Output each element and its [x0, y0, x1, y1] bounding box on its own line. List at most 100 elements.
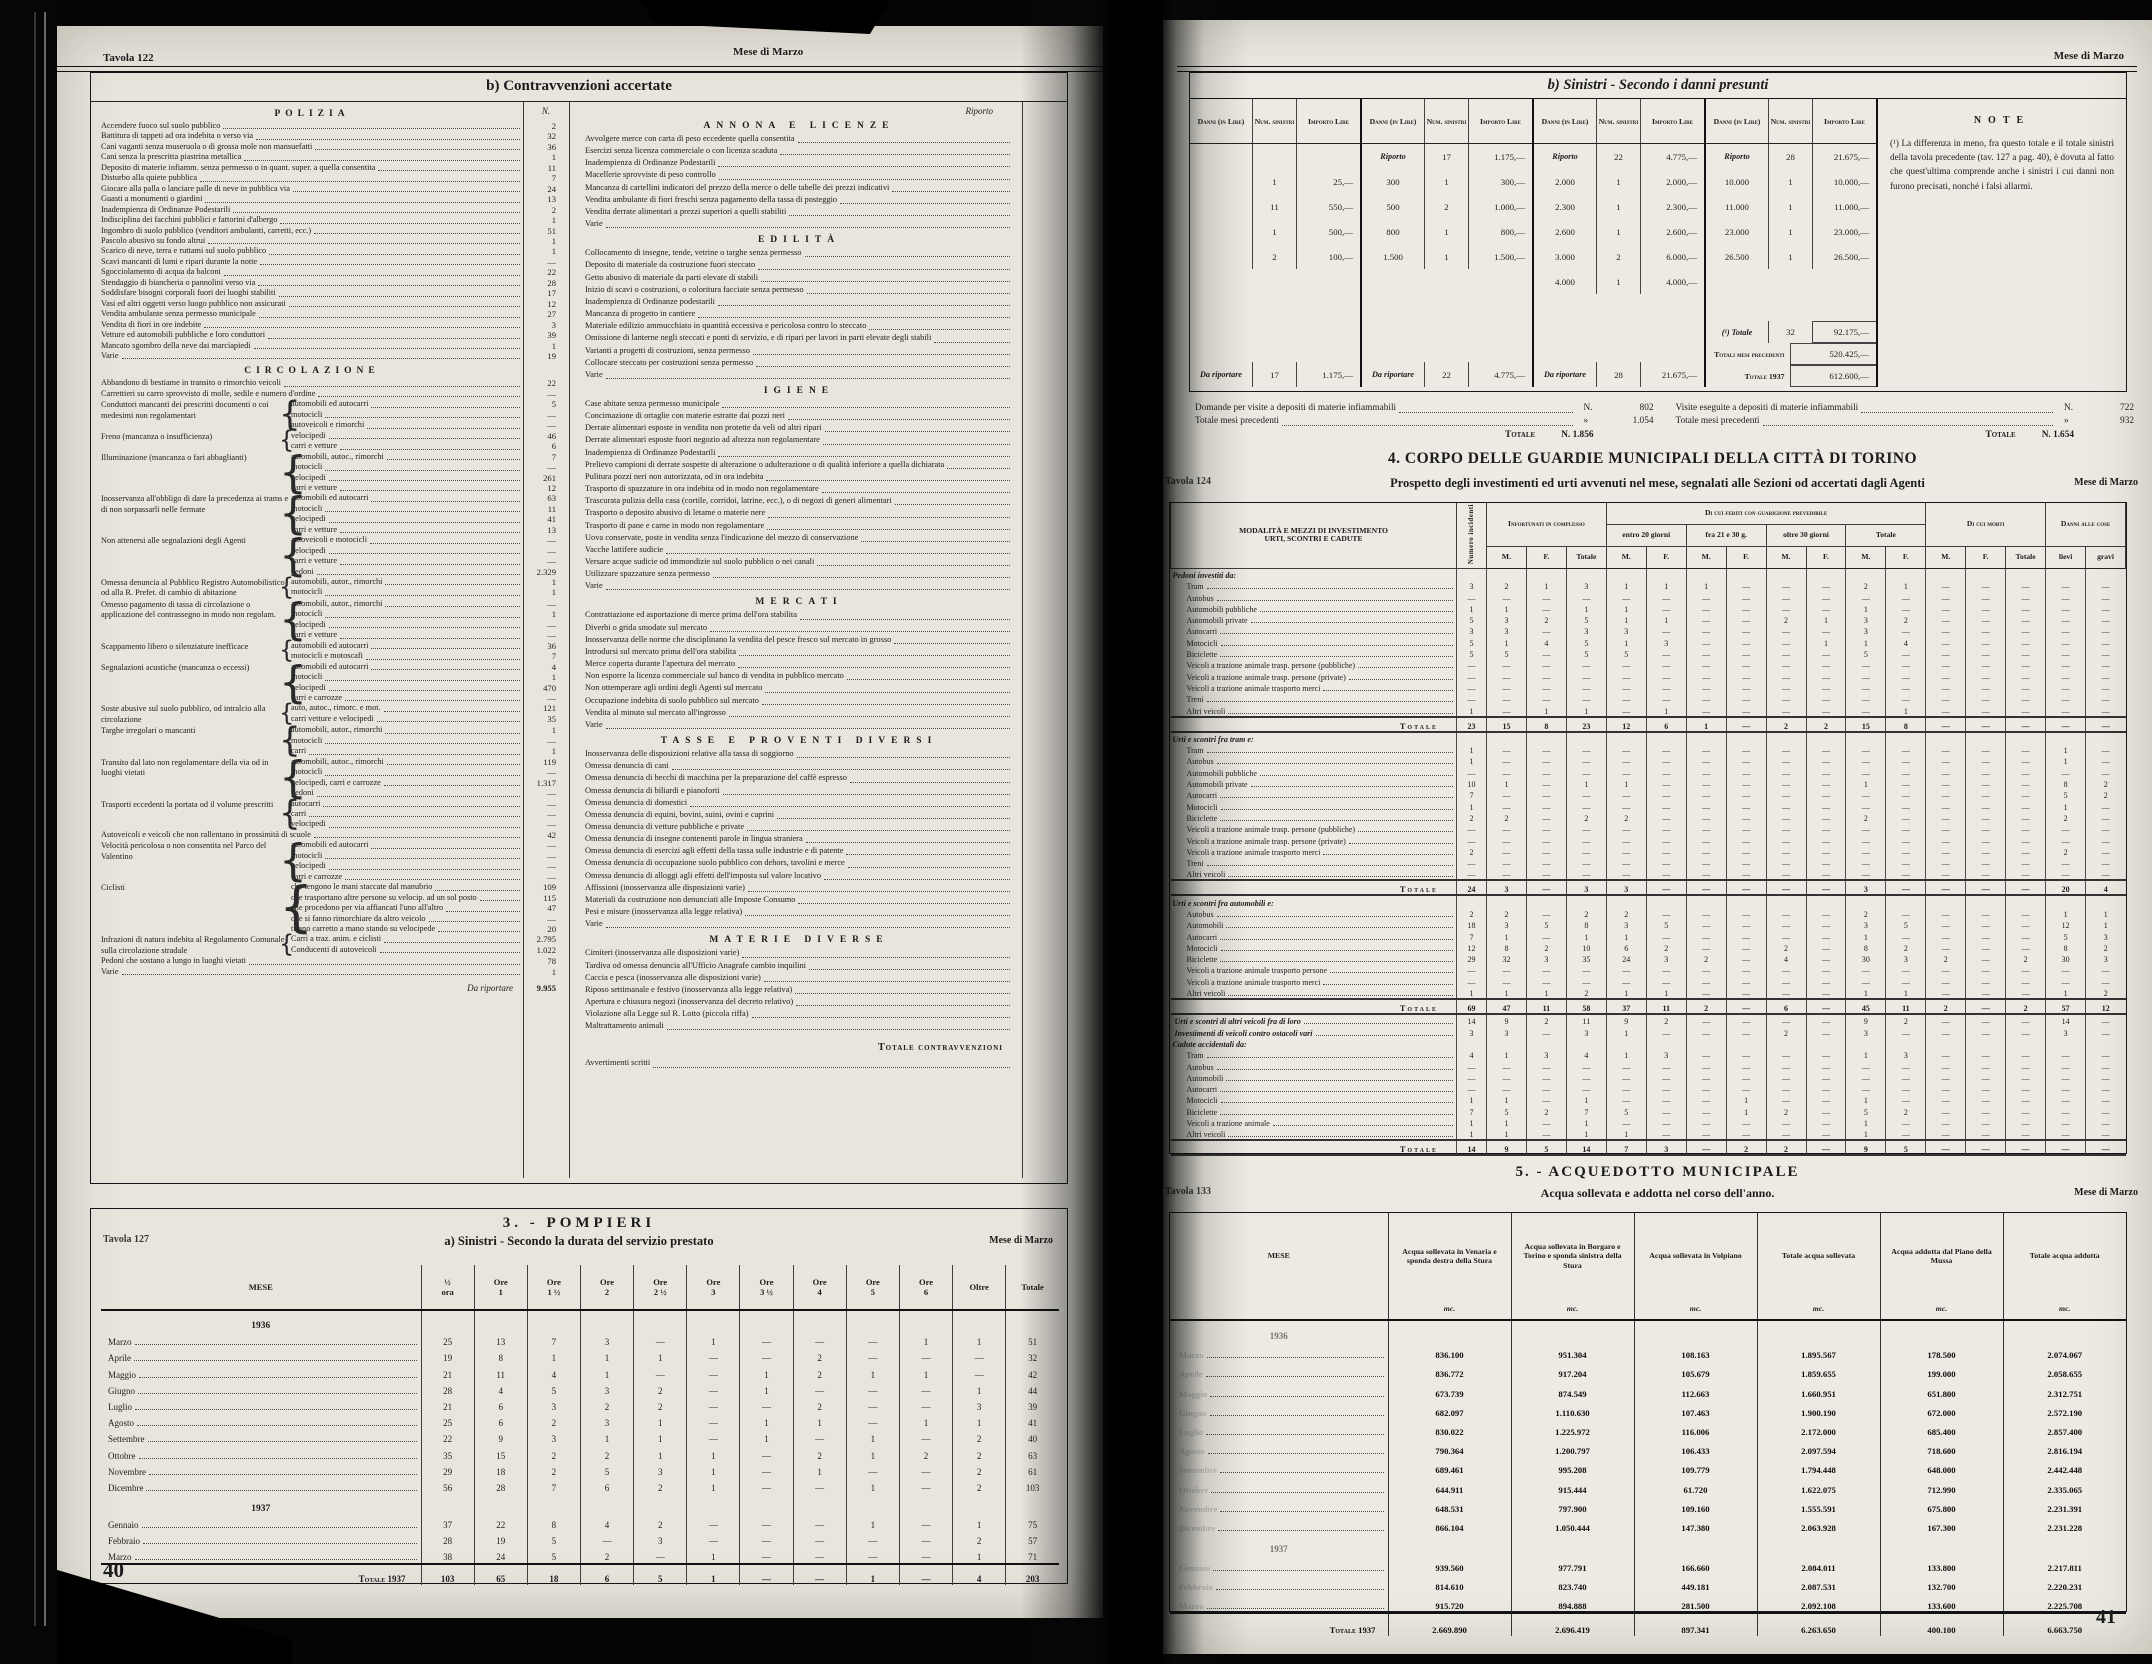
cell: — [1965, 845, 2006, 857]
cell: — [1645, 1128, 1687, 1141]
cell: — [2085, 868, 2126, 881]
cell-num: 22 [1424, 362, 1468, 387]
totale-cell: 9 [1845, 1139, 1886, 1157]
list-item-label: Deposito di materie infiamm. senza perme… [101, 162, 376, 172]
cell: 1 [739, 1364, 794, 1381]
list-item-label: velocipedi [291, 682, 326, 692]
cell: — [1725, 1026, 1767, 1038]
cell: — [1765, 1128, 1806, 1141]
corpo-grid: MODALITÀ E MEZZI DI INVESTIMENTO URTI, S… [1170, 503, 2126, 1157]
cell-danni [1190, 244, 1252, 269]
cell: — [1965, 964, 2006, 976]
cell: 1 [1456, 800, 1487, 812]
row-label-cell: Automobili private [1171, 614, 1457, 625]
cell: — [1925, 579, 1966, 592]
totale-cell: 2.669.890 [1387, 1612, 1511, 1637]
element: Altri veicoli [1171, 989, 1457, 998]
list-group-label: Segnalazioni acustiche (mancanza o ecces… [101, 662, 250, 672]
list-item: Concimazione di ortaglie con materie est… [585, 410, 1053, 422]
list-item-value: — [547, 598, 556, 609]
list-item-value: 12 [547, 298, 556, 309]
dotted-leader [849, 781, 1010, 783]
dotted-leader [1215, 1589, 1384, 1591]
dotted-leader [947, 467, 1010, 469]
cell: — [2085, 964, 2126, 976]
element [1845, 568, 1886, 580]
pompieri-table: 3. - POMPIERI Tavola 127 a) Sinistri - S… [90, 1208, 1068, 1586]
list-item-label: Battitura di tappeti ad ora indebita o v… [101, 131, 254, 141]
cell: — [2045, 856, 2086, 869]
list-item-label: motocicli e motoscafi [291, 651, 363, 661]
element: Urti e scontri di altri veicoli fra di l… [1173, 1017, 1457, 1026]
list-item-label: motocicli [291, 503, 323, 513]
table-row: Veicoli a trazione animale trasporto mer… [1171, 975, 2126, 987]
list-item: carri e carrozze — [291, 872, 569, 882]
dotted-leader [1282, 425, 1573, 426]
dotted-leader [1259, 610, 1453, 612]
list-item: Inizio di scavi o costruzioni, o colorit… [585, 284, 1053, 296]
cell: — [1685, 670, 1727, 682]
row-label: Dicembre [108, 1482, 144, 1493]
cell: 1 [686, 1547, 740, 1565]
cell: 35 [420, 1445, 475, 1462]
cell: — [739, 1396, 794, 1413]
row-label: Biciclette [1186, 650, 1218, 660]
list-item-value: 3 [551, 319, 556, 330]
cell: — [1885, 789, 1926, 801]
table-row: Veicoli a trazione animale trasporto mer… [1171, 681, 2126, 693]
dotted-leader [283, 385, 520, 387]
dotted-leader [479, 900, 520, 902]
cell: 5 [526, 1547, 581, 1565]
cell: — [1925, 1116, 1966, 1129]
visite-row: Totale mesi precedenti» 1.054 [1195, 415, 1654, 428]
acquedotto-subtitle: Acqua sollevata e addotta nel corso dell… [1540, 1186, 1775, 1200]
table-row: Automobili pubbliche — — — — — — — — — — — — — — — — — [1171, 766, 2126, 778]
cell: 2 [1925, 952, 1966, 965]
list-subgroup: {automobili ed autocarri 5 motocicli — autov… [279, 398, 569, 432]
list-item-value: 19 [547, 350, 556, 361]
list-item: Giocare alla palla o lanciare palle di n… [101, 184, 569, 194]
cell: — [898, 1477, 953, 1494]
month-label: Ottobre [1179, 1484, 1209, 1495]
cell: — [2045, 1094, 2086, 1106]
totale-cell: — [2005, 879, 2046, 897]
corpo-title: 4. CORPO DELLE GUARDIE MUNICIPALI DELLA … [1387, 450, 1918, 467]
list-group: Scappamento libero o silenziature ineffi… [101, 639, 569, 663]
cell-importo: 25,— [1296, 169, 1360, 194]
row-label: Automobili private [1186, 780, 1248, 790]
cell: — [845, 1332, 900, 1349]
cell: — [1725, 681, 1767, 693]
list-item-value: 2 [551, 121, 556, 131]
year-row: 1937 [101, 1493, 1059, 1515]
cell: 1 [1486, 636, 1527, 648]
element [2085, 731, 2126, 744]
cell: — [1765, 811, 1806, 823]
cell: 5 [1565, 647, 1607, 660]
n-column-header: N. [541, 106, 551, 116]
cell: 7 [526, 1477, 581, 1494]
cell: — [579, 1531, 634, 1548]
cell: — [1845, 822, 1886, 835]
cell: 41 [1005, 1412, 1059, 1430]
cell: — [1525, 868, 1567, 881]
cell: — [792, 1429, 847, 1446]
cell: — [1456, 834, 1487, 846]
cell: — [2045, 659, 2086, 671]
dotted-leader [804, 256, 1010, 258]
list-group-label: Targhe irregolari o mancanti [101, 726, 196, 736]
cell: — [2085, 625, 2126, 637]
list-item: Pedoni che sostano a lungo in luoghi vie… [101, 956, 569, 966]
cell: — [2005, 1105, 2046, 1117]
cell: — [1965, 941, 2006, 953]
cell: — [1525, 822, 1567, 835]
cell: — [686, 1531, 740, 1548]
list-item: automobili ed autocarri 5 [291, 399, 569, 409]
cell: 4 [473, 1380, 528, 1397]
element [1885, 895, 1926, 908]
dotted-leader [1228, 876, 1453, 878]
dotted-leader [763, 980, 1010, 982]
cell: 1 [2045, 800, 2086, 812]
element: Gennaio [1171, 1563, 1387, 1573]
cell: — [1565, 659, 1607, 671]
cell: — [1805, 834, 1846, 846]
